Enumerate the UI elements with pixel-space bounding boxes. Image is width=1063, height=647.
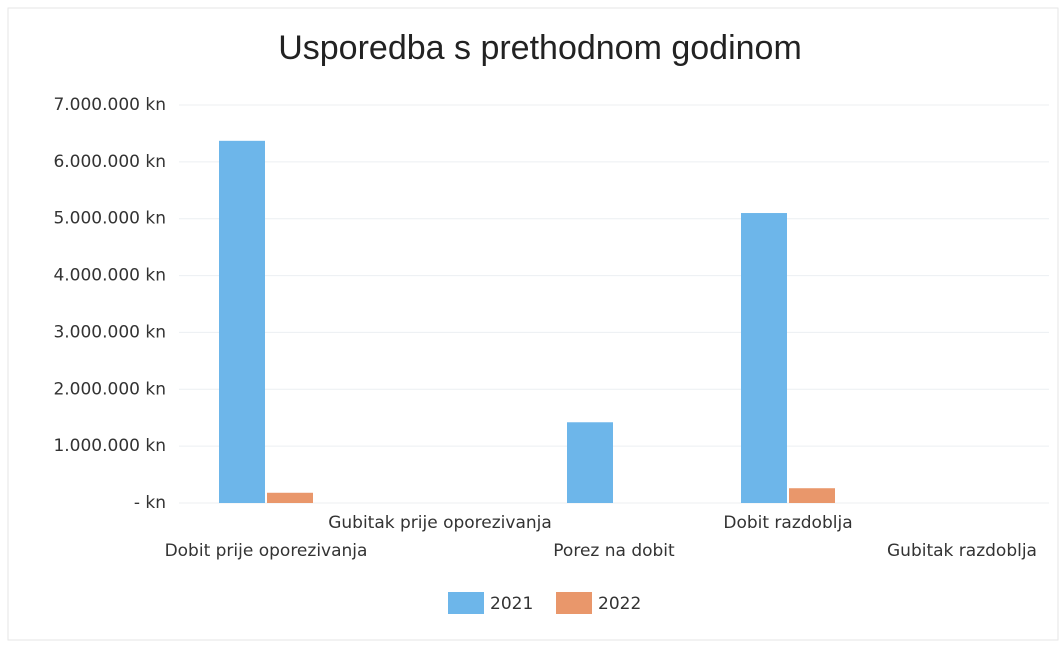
x-tick-label: Gubitak prije oporezivanja [328,513,552,533]
bar [567,422,613,503]
bar [219,140,265,503]
legend-swatch [556,592,592,614]
legend-label: 2021 [490,594,533,614]
bar [267,492,313,503]
y-tick-label: 3.000.000 kn [53,322,166,342]
y-tick-label: 6.000.000 kn [53,152,166,172]
bar [789,488,835,503]
bar [741,213,787,503]
chart-frame [7,7,1059,641]
y-tick-label: 2.000.000 kn [53,379,166,399]
legend-swatch [448,592,484,614]
x-tick-label: Gubitak razdoblja [887,541,1037,561]
y-tick-label: 5.000.000 kn [53,209,166,229]
y-tick-label: 4.000.000 kn [53,266,166,286]
x-tick-label: Porez na dobit [553,541,675,561]
y-tick-label: 1.000.000 kn [53,436,166,456]
x-tick-label: Dobit razdoblja [723,513,852,533]
x-tick-label: Dobit prije oporezivanja [165,541,368,561]
y-tick-label: 7.000.000 kn [53,95,166,115]
chart-title: Usporedba s prethodnom godinom [278,29,802,67]
y-tick-label: - kn [134,493,166,513]
legend-label: 2022 [598,594,641,614]
